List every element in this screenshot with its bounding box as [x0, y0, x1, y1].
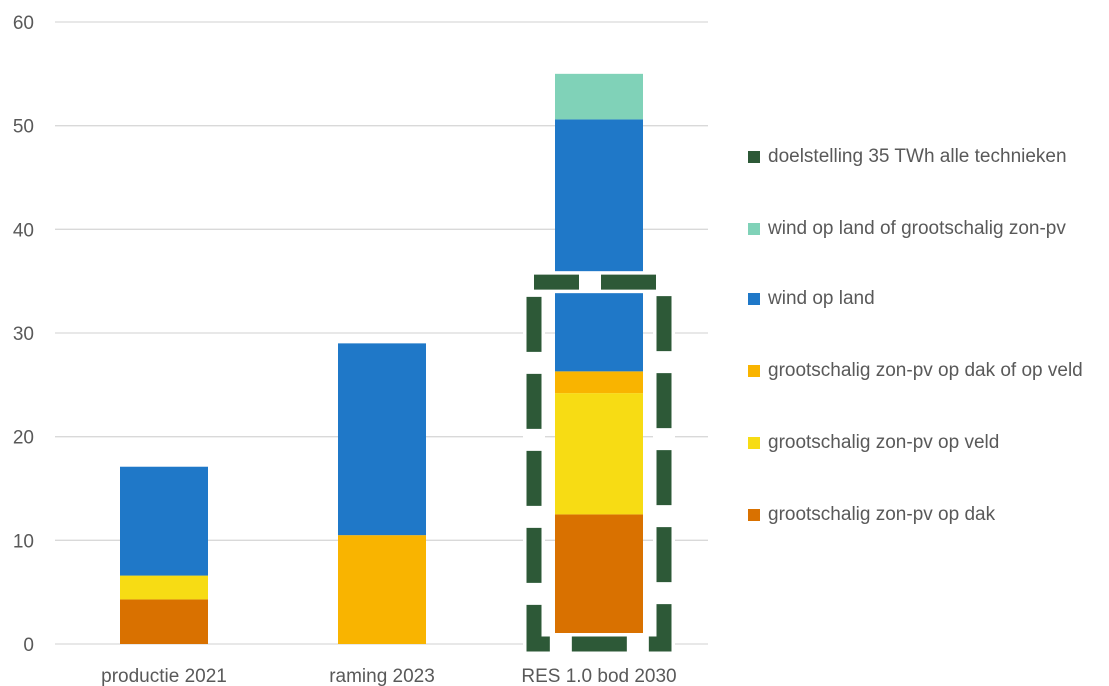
legend-item-6: grootschalig zon-pv op dak	[748, 502, 995, 528]
y-tick-label-10: 10	[13, 531, 34, 552]
y-tick-label-20: 20	[13, 428, 34, 449]
bar-segment-3-4	[555, 119, 643, 372]
y-axis-tick-labels: 0 10 20 30 40 50 60	[13, 13, 34, 656]
legend-swatch	[748, 293, 760, 305]
target-box	[523, 271, 675, 655]
legend-swatch	[748, 437, 760, 449]
legend-label: grootschalig zon-pv op dak	[768, 504, 996, 525]
legend-label: wind op land of grootschalig zon-pv	[768, 218, 1066, 239]
legend-swatch	[748, 151, 760, 163]
x-axis-category-labels: productie 2021 raming 2023 RES 1.0 bod 203…	[101, 666, 677, 686]
bars	[120, 73, 643, 644]
bar-segment-3-2	[555, 393, 643, 515]
y-tick-label-30: 30	[13, 324, 34, 345]
legend-label: doelstelling 35 TWh alle technieken	[768, 146, 1067, 167]
x-category-label-2: raming 2023	[329, 666, 435, 686]
legend-swatch	[748, 509, 760, 521]
legend-item-5: grootschalig zon-pv op veld	[748, 430, 999, 456]
y-tick-label-40: 40	[13, 220, 34, 241]
legend-item-2: wind op land of grootschalig zon-pv	[748, 216, 1066, 242]
bar-segment-2-3	[338, 535, 426, 644]
legend-label: grootschalig zon-pv op veld	[768, 432, 1000, 453]
bar-segment-1-2	[120, 575, 208, 600]
bar-segment-1-4	[120, 466, 208, 576]
bar-segment-1-1	[120, 599, 208, 644]
legend-item-3: wind op land	[748, 286, 875, 312]
legend-swatch	[748, 223, 760, 235]
bar-segment-3-3	[555, 371, 643, 394]
legend-label: grootschalig zon-pv op dak of op veld	[768, 360, 1083, 381]
bar-segment-3-1	[555, 514, 643, 644]
bar-segment-2-4	[338, 343, 426, 536]
legend-swatch	[748, 365, 760, 377]
y-tick-label-50: 50	[13, 117, 34, 138]
legend-item-1: doelstelling 35 TWh alle technieken	[748, 144, 1067, 170]
x-category-label-1: productie 2021	[101, 666, 227, 686]
x-category-label-3: RES 1.0 bod 2030	[521, 666, 676, 686]
y-tick-label-0: 0	[23, 635, 34, 656]
legend-item-4: grootschalig zon-pv op dak of op veld	[748, 358, 1088, 384]
legend-label: wind op land	[768, 288, 875, 309]
y-tick-label-60: 60	[13, 13, 34, 34]
target-box-dashed	[526, 274, 672, 652]
bar-segment-3-5	[555, 73, 643, 120]
